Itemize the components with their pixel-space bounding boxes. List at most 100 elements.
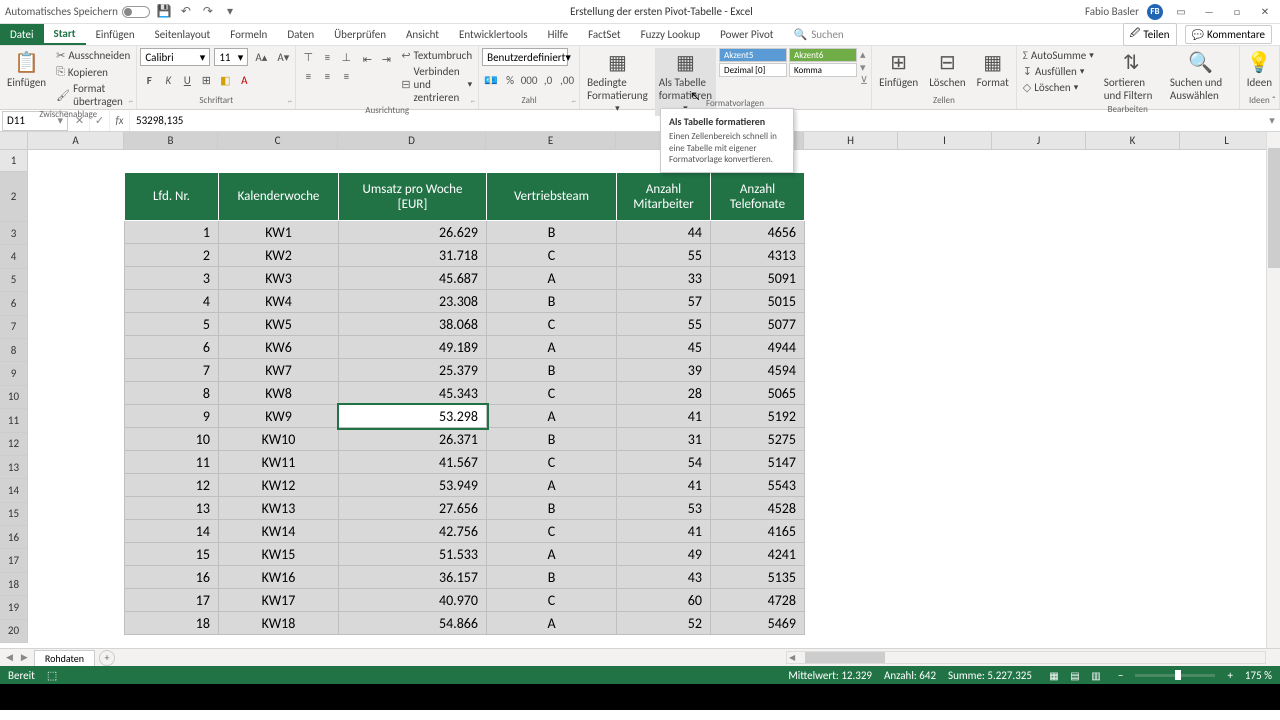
align-left-icon[interactable]: ≡ [299,67,317,85]
table-cell[interactable]: 4944 [711,336,805,359]
search-box[interactable]: 🔍 Suchen [793,24,843,45]
align-right-icon[interactable]: ≡ [337,67,355,85]
table-cell[interactable]: KW17 [219,589,339,612]
sort-filter-button[interactable]: ⇅Sortieren und Filtern [1100,48,1163,104]
table-cell[interactable]: 41 [617,405,711,428]
table-cell[interactable]: KW13 [219,497,339,520]
decrease-indent-icon[interactable]: ⇤ [358,50,376,68]
row-header-15[interactable]: 15 [0,503,28,526]
table-cell[interactable]: 5 [125,313,219,336]
table-cell[interactable]: 40.970 [339,589,487,612]
table-cell[interactable]: 38.068 [339,313,487,336]
shrink-font-icon[interactable]: A▾ [274,48,292,66]
row-header-16[interactable]: 16 [0,526,28,549]
row-header-19[interactable]: 19 [0,596,28,619]
table-cell[interactable]: 5065 [711,382,805,405]
table-cell[interactable]: 36.157 [339,566,487,589]
table-cell[interactable]: 55 [617,244,711,267]
style-comma[interactable]: Komma [789,63,857,77]
table-header[interactable]: Vertriebsteam [487,173,617,221]
table-cell[interactable]: 54 [617,451,711,474]
row-header-13[interactable]: 13 [0,456,28,479]
table-cell[interactable]: B [487,428,617,451]
table-cell[interactable]: 5543 [711,474,805,497]
table-cell[interactable]: B [487,566,617,589]
tab-hilfe[interactable]: Hilfe [538,24,578,45]
data-table[interactable]: Lfd. Nr.KalenderwocheUmsatz pro Woche [E… [124,172,805,635]
table-cell[interactable]: 6 [125,336,219,359]
row-header-17[interactable]: 17 [0,549,28,572]
copy-button[interactable]: ⎘Kopieren [53,64,133,80]
table-cell[interactable]: KW6 [219,336,339,359]
table-cell[interactable]: 13 [125,497,219,520]
col-header-I[interactable]: I [898,132,992,150]
underline-button[interactable]: U [178,71,196,89]
table-cell[interactable]: KW7 [219,359,339,382]
tab-power pivot[interactable]: Power Pivot [710,24,783,45]
col-header-B[interactable]: B [124,132,218,150]
tab-factset[interactable]: FactSet [578,24,631,45]
cells-area[interactable]: Lfd. Nr.KalenderwocheUmsatz pro Woche [E… [28,150,805,635]
table-cell[interactable]: B [487,359,617,382]
dialog-launcher-icon[interactable]: ⌐ [471,96,475,107]
row-header-7[interactable]: 7 [0,316,28,339]
table-cell[interactable]: KW15 [219,543,339,566]
vertical-scrollbar[interactable] [1266,132,1280,648]
decrease-decimal-icon[interactable]: ,00 [558,71,576,89]
row-header-2[interactable]: 2 [0,172,28,222]
delete-cells-button[interactable]: ⊟Löschen [925,48,969,91]
view-page-break-icon[interactable]: ▥ [1086,668,1106,682]
table-cell[interactable]: 44 [617,221,711,244]
col-header-D[interactable]: D [338,132,486,150]
row-header-9[interactable]: 9 [0,362,28,385]
table-cell[interactable]: 45 [617,336,711,359]
tab-einfügen[interactable]: Einfügen [86,24,145,45]
table-cell[interactable]: KW4 [219,290,339,313]
qat-dropdown-icon[interactable]: ▾ [222,4,238,20]
table-cell[interactable]: 49 [617,543,711,566]
table-cell[interactable]: 5015 [711,290,805,313]
table-cell[interactable]: 4165 [711,520,805,543]
cut-button[interactable]: ✂Ausschneiden [53,48,133,63]
table-cell[interactable]: KW5 [219,313,339,336]
table-cell[interactable]: 5077 [711,313,805,336]
view-normal-icon[interactable]: ▦ [1044,668,1064,682]
col-header-L[interactable]: L [1180,132,1274,150]
conditional-formatting-button[interactable]: ▦Bedingte Formatierung ▾ [583,48,652,116]
table-cell[interactable]: 7 [125,359,219,382]
table-header[interactable]: Lfd. Nr. [125,173,219,221]
add-sheet-button[interactable]: + [99,650,115,666]
zoom-in-icon[interactable]: + [1227,669,1232,682]
table-cell[interactable]: 41 [617,520,711,543]
col-header-H[interactable]: H [804,132,898,150]
row-header-4[interactable]: 4 [0,245,28,268]
row-header-5[interactable]: 5 [0,269,28,292]
table-cell[interactable]: 53 [617,497,711,520]
table-cell[interactable]: 33 [617,267,711,290]
find-select-button[interactable]: 🔍Suchen und Auswählen [1166,48,1236,104]
table-cell[interactable]: 9 [125,405,219,428]
table-cell[interactable]: 5091 [711,267,805,290]
paste-button[interactable]: 📋Einfügen [3,48,50,91]
table-cell[interactable]: C [487,244,617,267]
table-cell[interactable]: KW16 [219,566,339,589]
table-cell[interactable]: A [487,336,617,359]
table-cell[interactable]: 23.308 [339,290,487,313]
autosum-button[interactable]: ΣAutoSumme ▾ [1020,48,1097,63]
grow-font-icon[interactable]: A▴ [252,48,270,66]
maximize-icon[interactable]: □ [1227,5,1247,19]
table-cell[interactable]: 5275 [711,428,805,451]
table-cell[interactable]: A [487,267,617,290]
tab-file[interactable]: Datei [0,24,44,45]
table-cell[interactable]: KW10 [219,428,339,451]
table-cell[interactable]: KW18 [219,612,339,635]
table-cell[interactable]: 5135 [711,566,805,589]
style-down-icon[interactable]: ▾ [860,61,868,74]
zoom-out-icon[interactable]: − [1118,669,1123,682]
table-cell[interactable]: 26.371 [339,428,487,451]
table-cell[interactable]: 14 [125,520,219,543]
table-cell[interactable]: 53.298 [339,405,487,428]
align-bottom-icon[interactable]: ⊥ [337,48,355,66]
format-painter-button[interactable]: 🖌Format übertragen [53,81,133,109]
dialog-launcher-icon[interactable]: ⌐ [288,96,292,107]
